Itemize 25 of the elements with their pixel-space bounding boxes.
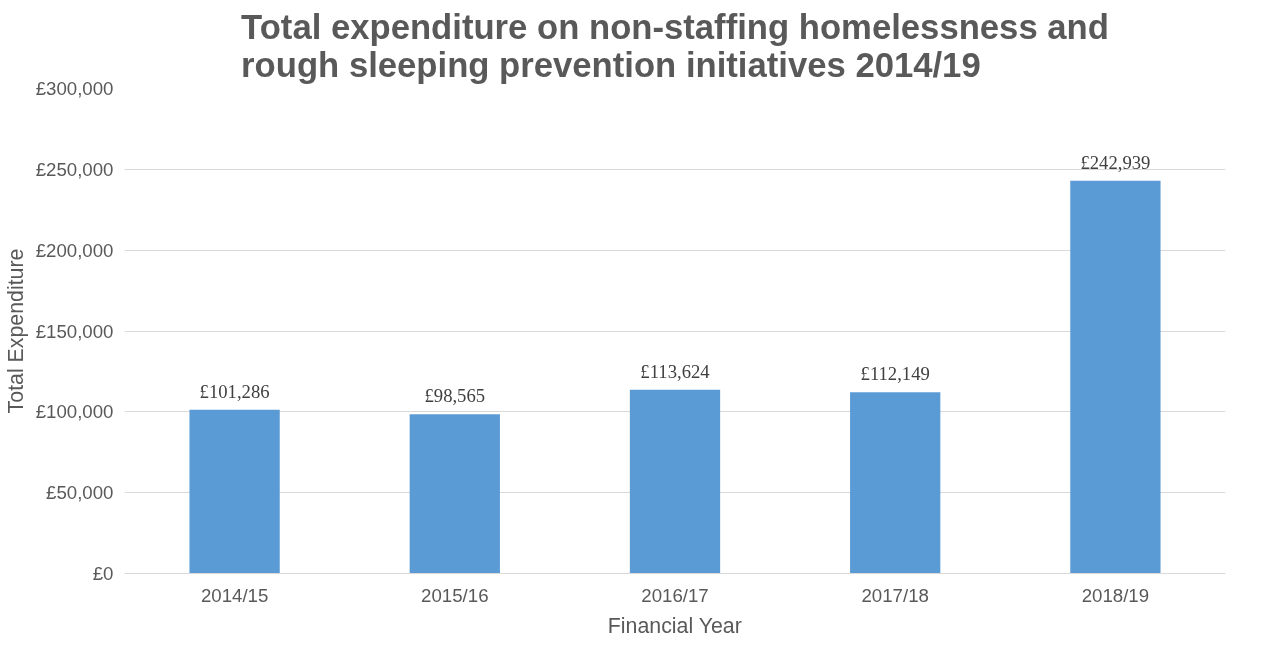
x-tick-label: 2016/17	[641, 584, 709, 606]
x-tick-label: 2015/16	[421, 584, 489, 606]
data-label: £98,565	[424, 385, 486, 407]
data-label: £112,149	[860, 363, 930, 385]
data-label: £113,624	[640, 360, 711, 382]
x-tick-label: 2014/15	[200, 584, 269, 606]
data-label: £242,939	[1080, 151, 1151, 173]
y-tick-label: £50,000	[46, 482, 114, 504]
x-tick-label: 2017/18	[861, 584, 929, 606]
y-tick-label: £0	[92, 563, 114, 584]
bar	[629, 389, 721, 574]
y-axis-title: Total Expenditure	[3, 248, 28, 414]
bar	[409, 414, 500, 574]
x-tick-label: 2018/19	[1081, 584, 1150, 606]
bar	[850, 392, 941, 574]
y-tick-label: £100,000	[35, 401, 114, 423]
y-tick-label: £200,000	[35, 239, 114, 261]
y-tick-label: £300,000	[35, 78, 114, 99]
y-tick-label: £150,000	[35, 320, 114, 342]
chart-title: Total expenditure on non-staffing homelessness and rough sleeping prevention initiatives 2014/19	[241, 7, 1109, 84]
bar	[1070, 180, 1161, 574]
y-tick-label: £250,000	[35, 158, 114, 180]
data-label: £101,286	[199, 380, 270, 402]
x-axis-title: Financial Year	[607, 613, 742, 638]
bar	[189, 409, 280, 574]
